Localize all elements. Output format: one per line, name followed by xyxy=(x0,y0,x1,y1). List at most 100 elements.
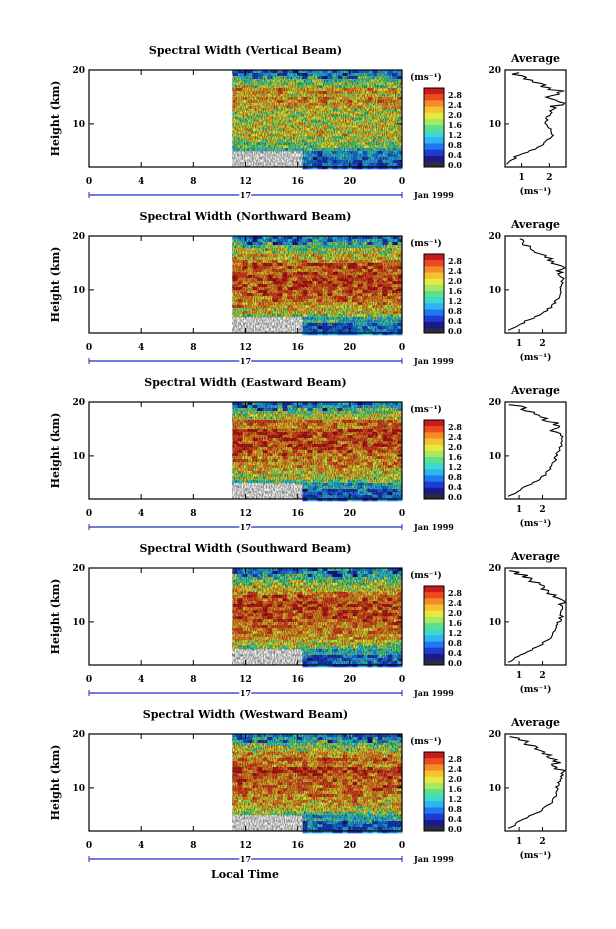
colorbar-tick-label: 2.0 xyxy=(448,608,462,618)
colorbar-cutoff xyxy=(424,494,444,499)
colorbar-segment xyxy=(424,653,444,661)
profile-x-tick-label: 2 xyxy=(539,339,545,349)
profile-x-tick-label: 2 xyxy=(539,837,545,847)
profile-title: Average xyxy=(510,218,560,231)
colorbar-segment xyxy=(424,309,444,317)
colorbar-unit: (ms⁻¹) xyxy=(410,736,442,747)
colorbar-segment xyxy=(424,88,444,95)
x-tick-label: 4 xyxy=(138,177,144,187)
colorbar-segment xyxy=(424,432,444,439)
date-label: Jan 1999 xyxy=(413,854,454,864)
colorbar-segment xyxy=(424,604,444,612)
x-tick-label: 0 xyxy=(86,343,92,353)
colorbar xyxy=(423,87,445,168)
colorbar-segment xyxy=(424,266,444,273)
colorbar-segment xyxy=(424,100,444,107)
colorbar-segment xyxy=(424,438,444,446)
colorbar-unit: (ms⁻¹) xyxy=(410,570,442,581)
profile-line xyxy=(507,404,564,497)
colorbar-tick-label: 0.0 xyxy=(448,492,462,502)
colorbar-segment xyxy=(424,426,444,433)
colorbar-tick-label: 1.2 xyxy=(448,296,462,306)
colorbar-segment xyxy=(424,272,444,280)
x-tick-label: 0 xyxy=(399,509,405,519)
colorbar-segment xyxy=(424,303,444,310)
x-tick-label: 16 xyxy=(291,509,304,519)
colorbar-unit: (ms⁻¹) xyxy=(410,72,442,83)
colorbar-segment xyxy=(424,764,444,771)
colorbar-tick-label: 1.2 xyxy=(448,462,462,472)
colorbar-segment xyxy=(424,137,444,144)
colorbar-segment xyxy=(424,450,444,458)
x-tick-label: 20 xyxy=(344,509,357,519)
x-tick-label: 4 xyxy=(138,509,144,519)
colorbar-tick-label: 1.6 xyxy=(448,784,462,794)
profile-frame xyxy=(504,567,567,666)
colorbar-tick-label: 2.8 xyxy=(448,754,462,764)
colorbar-tick-label: 1.2 xyxy=(448,628,462,638)
colorbar-segment xyxy=(424,315,444,323)
profile-frame xyxy=(504,69,567,168)
colorbar-segment xyxy=(424,457,444,464)
colorbar-segment xyxy=(424,641,444,649)
colorbar xyxy=(423,585,445,666)
colorbar-tick-label: 0.0 xyxy=(448,658,462,668)
colorbar-segment xyxy=(424,610,444,618)
colorbar-tick-label: 0.8 xyxy=(448,140,462,150)
panel-title: Spectral Width (Southward Beam) xyxy=(139,542,351,555)
colorbar-tick-label: 0.8 xyxy=(448,638,462,648)
colorbar-segment xyxy=(424,819,444,827)
y-axis-label: Height (km) xyxy=(49,81,62,157)
x-tick-label: 0 xyxy=(86,509,92,519)
panel-0: Spectral Width (Vertical Beam)2010Height… xyxy=(49,44,567,202)
colorbar-segment xyxy=(424,155,444,163)
panel-title: Spectral Width (Westward Beam) xyxy=(143,708,348,721)
y-tick-label: 10 xyxy=(72,120,85,130)
panel-title: Spectral Width (Vertical Beam) xyxy=(149,44,342,57)
colorbar-tick-label: 0.8 xyxy=(448,306,462,316)
colorbar-segment xyxy=(424,94,444,101)
colorbar-segment xyxy=(424,586,444,593)
local-time-label: Local Time xyxy=(211,868,279,881)
panel-3: Spectral Width (Southward Beam) 20 10 Heigh… xyxy=(49,542,567,700)
colorbar-tick-label: 1.6 xyxy=(448,618,462,628)
colorbar-tick-label: 0.8 xyxy=(448,472,462,482)
profile-line xyxy=(507,570,566,663)
colorbar-tick-label: 1.2 xyxy=(448,794,462,804)
colorbar-tick-label: 0.4 xyxy=(448,648,462,658)
y-tick-label: 10 xyxy=(72,452,85,462)
profile-y-tick-label: 20 xyxy=(488,398,501,408)
x-tick-label: 12 xyxy=(239,841,252,851)
profile-y-tick-label: 10 xyxy=(488,452,501,462)
profile-x-tick-label: 1 xyxy=(519,173,525,183)
colorbar-tick-label: 2.0 xyxy=(448,110,462,120)
colorbar-segment xyxy=(424,752,444,759)
x-tick-label: 20 xyxy=(344,841,357,851)
colorbar-segment xyxy=(424,463,444,470)
colorbar-segment xyxy=(424,758,444,765)
x-tick-label: 20 xyxy=(344,675,357,685)
profile-frame xyxy=(504,235,567,334)
panel-2: Spectral Width (Eastward Beam)2010Height… xyxy=(49,376,567,534)
y-axis-label: Height (km) xyxy=(49,579,62,655)
profile-y-tick-label: 10 xyxy=(488,286,501,296)
profile-line xyxy=(507,238,566,331)
x-tick-label: 4 xyxy=(138,675,144,685)
y-tick-label: 20 xyxy=(72,730,85,740)
colorbar-tick-label: 2.8 xyxy=(448,256,462,266)
colorbar-tick-label: 2.0 xyxy=(448,774,462,784)
colorbar-segment xyxy=(424,647,444,655)
colorbar-tick-label: 1.2 xyxy=(448,130,462,140)
panel-title: Spectral Width (Northward Beam) xyxy=(140,210,352,223)
profile-y-tick-label: 20 xyxy=(488,730,501,740)
date-label: Jan 1999 xyxy=(413,356,454,366)
x-tick-label: 0 xyxy=(399,343,405,353)
y-tick-label: 10 xyxy=(72,618,85,628)
day-label: 17 xyxy=(240,356,251,366)
colorbar-tick-label: 0.4 xyxy=(448,814,462,824)
colorbar-tick-label: 1.6 xyxy=(448,452,462,462)
profile-y-tick-label: 10 xyxy=(488,784,501,794)
x-tick-label: 0 xyxy=(86,675,92,685)
colorbar-tick-label: 2.0 xyxy=(448,442,462,452)
profile-x-tick-label: 1 xyxy=(516,339,522,349)
